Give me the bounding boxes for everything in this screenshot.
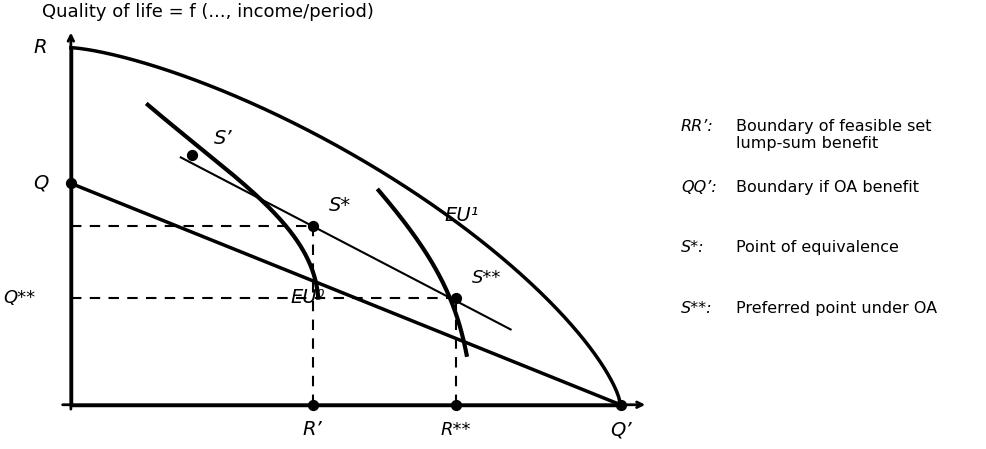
Point [305,401,320,408]
Text: Preferred point under OA: Preferred point under OA [736,301,937,316]
Point [305,223,320,230]
Point [448,401,463,408]
Text: EU⁰: EU⁰ [291,288,325,307]
Text: S*: S* [329,197,351,216]
Text: S**:: S**: [681,301,713,316]
Point [184,151,200,158]
Text: EU¹: EU¹ [445,206,479,225]
Text: Q: Q [33,174,48,193]
Text: RR’:: RR’: [681,119,714,134]
Text: R’: R’ [303,420,322,439]
Text: Boundary if OA benefit: Boundary if OA benefit [736,180,919,195]
Text: Q**: Q** [3,289,35,307]
Point [63,180,79,187]
Text: S’: S’ [214,129,233,148]
Point [448,294,463,301]
Text: Q’: Q’ [609,420,631,439]
Text: Boundary of feasible set
lump-sum benefit: Boundary of feasible set lump-sum benefi… [736,119,932,151]
Text: QQ’:: QQ’: [681,180,717,195]
Text: S*:: S*: [681,241,705,255]
Text: Quality of life = f (..., income/period): Quality of life = f (..., income/period) [42,3,375,21]
Text: Point of equivalence: Point of equivalence [736,241,899,255]
Text: R**: R** [441,421,471,439]
Text: S**: S** [472,269,502,287]
Point [612,401,628,408]
Text: R: R [34,38,47,57]
